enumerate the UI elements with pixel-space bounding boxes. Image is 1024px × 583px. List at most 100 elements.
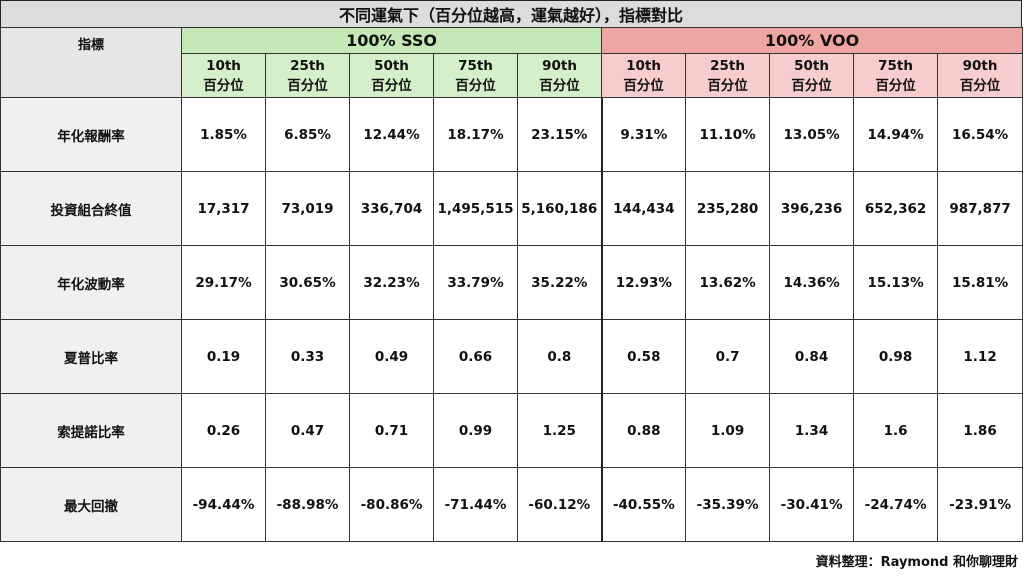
table-cell-sso: 0.49: [349, 319, 434, 394]
table-cell-sso: 0.33: [265, 319, 350, 394]
table-cell-voo: 0.84: [769, 319, 855, 394]
table-cell-sso: 6.85%: [265, 97, 350, 172]
percentile-label: 25th: [290, 57, 325, 74]
table-cell-voo: 9.31%: [600, 97, 687, 172]
percentile-header-voo-1: 25th 百分位: [685, 53, 771, 98]
percentile-header-sso-4: 90th 百分位: [516, 53, 603, 98]
table-cell-sso: 0.47: [265, 393, 350, 468]
percentile-header-sso-2: 50th 百分位: [349, 53, 434, 98]
table-cell-sso: -80.86%: [349, 467, 434, 542]
table-cell-voo: 235,280: [685, 171, 771, 246]
percentile-header-sso-3: 75th 百分位: [433, 53, 518, 98]
table-cell-voo: 14.94%: [853, 97, 939, 172]
table-cell-voo: 0.98: [853, 319, 939, 394]
table-cell-sso: 30.65%: [265, 245, 350, 320]
percentile-label: 50th: [794, 57, 829, 74]
table-cell-voo: -35.39%: [685, 467, 771, 542]
percentile-label: 10th: [206, 57, 241, 74]
table-cell-voo: -23.91%: [937, 467, 1024, 542]
table-cell-voo: 1.12: [937, 319, 1024, 394]
table-cell-sso: 0.19: [181, 319, 266, 394]
table-cell-voo: 11.10%: [685, 97, 771, 172]
table-cell-sso: 1,495,515: [433, 171, 518, 246]
table-cell-voo: 1.6: [853, 393, 939, 468]
group-header-voo: 100% VOO: [601, 27, 1024, 54]
table-cell-voo: 1.34: [769, 393, 855, 468]
table-row: 最大回撤 -94.44% -88.98% -80.86% -71.44% -60.12% -…: [0, 467, 1024, 542]
table-cell-voo: 14.36%: [769, 245, 855, 320]
percentile-label: 50th: [374, 57, 409, 74]
table-cell-voo: -40.55%: [600, 467, 687, 542]
table-cell-voo: 652,362: [853, 171, 939, 246]
table-cell-sso: 32.23%: [349, 245, 434, 320]
percentile-header-voo-0: 10th 百分位: [601, 53, 687, 98]
table-cell-voo: 987,877: [937, 171, 1024, 246]
table-cell-voo: 0.58: [600, 319, 687, 394]
table-row: 投資組合終值 17,317 73,019 336,704 1,495,515 5,160,…: [0, 171, 1024, 246]
table-cell-voo: 15.81%: [937, 245, 1024, 320]
table-cell-voo: 13.62%: [685, 245, 771, 320]
percentile-header-voo-4: 90th 百分位: [937, 53, 1024, 98]
row-label: 投資組合終值: [0, 171, 182, 246]
comparison-table: 指標 100% SSO 100% VOO 10th 百分位 25th 百分位 50th 百…: [0, 27, 1024, 542]
table-cell-sso: 5,160,186: [516, 171, 603, 246]
percentile-header-sso-0: 10th 百分位: [181, 53, 266, 98]
table-cell-sso: 33.79%: [433, 245, 518, 320]
table-cell-sso: 18.17%: [433, 97, 518, 172]
table-cell-voo: 0.7: [685, 319, 771, 394]
percentile-header-voo-3: 75th 百分位: [853, 53, 939, 98]
percentile-label: 75th: [878, 57, 913, 74]
table-cell-voo: -30.41%: [769, 467, 855, 542]
percentile-suffix: 百分位: [539, 77, 580, 94]
table-cell-voo: -24.74%: [853, 467, 939, 542]
table-cell-voo: 13.05%: [769, 97, 855, 172]
percentile-label: 90th: [962, 57, 998, 74]
percentile-suffix: 百分位: [791, 77, 832, 94]
metric-header: 指標: [0, 27, 182, 98]
table-row: 夏普比率 0.19 0.33 0.49 0.66 0.8 0.58 0.7 0.84 0.98 1.…: [0, 319, 1024, 394]
row-label: 年化報酬率: [0, 97, 182, 172]
table-cell-sso: 23.15%: [516, 97, 603, 172]
percentile-suffix: 百分位: [455, 77, 496, 94]
table-cell-voo: 1.86: [937, 393, 1024, 468]
percentile-label: 75th: [458, 57, 493, 74]
table-cell-sso: -71.44%: [433, 467, 518, 542]
table-cell-voo: 15.13%: [853, 245, 939, 320]
table-cell-sso: 0.8: [516, 319, 603, 394]
percentile-suffix: 百分位: [371, 77, 412, 94]
row-label: 索提諾比率: [0, 393, 182, 468]
table-cell-voo: 0.88: [600, 393, 687, 468]
percentile-suffix: 百分位: [203, 77, 244, 94]
table-cell-sso: -88.98%: [265, 467, 350, 542]
table-cell-sso: 0.26: [181, 393, 266, 468]
table-cell-sso: 1.85%: [181, 97, 266, 172]
percentile-suffix: 百分位: [707, 77, 748, 94]
table-cell-sso: 35.22%: [516, 245, 603, 320]
table-cell-sso: 12.44%: [349, 97, 434, 172]
percentile-label: 90th: [542, 57, 577, 74]
row-label: 年化波動率: [0, 245, 182, 320]
percentile-label: 10th: [626, 57, 661, 74]
percentile-suffix: 百分位: [959, 77, 1001, 94]
table-cell-voo: 396,236: [769, 171, 855, 246]
row-label: 最大回撤: [0, 467, 182, 542]
table-cell-voo: 1.09: [685, 393, 771, 468]
table-cell-sso: -94.44%: [181, 467, 266, 542]
credit-text: 資料整理：Raymond 和你聊理財: [815, 555, 1018, 570]
table-cell-sso: 336,704: [349, 171, 434, 246]
group-header-sso: 100% SSO: [180, 27, 603, 54]
table-row: 年化波動率 29.17% 30.65% 32.23% 33.79% 35.22% 12.93…: [0, 245, 1024, 320]
table-row: 索提諾比率 0.26 0.47 0.71 0.99 1.25 0.88 1.09 1.34 1.6…: [0, 393, 1024, 468]
table-cell-voo: 16.54%: [937, 97, 1024, 172]
percentile-header-voo-2: 50th 百分位: [769, 53, 855, 98]
table-cell-sso: 1.25: [516, 393, 603, 468]
table-cell-voo: 12.93%: [600, 245, 687, 320]
table-cell-sso: 73,019: [265, 171, 350, 246]
comparison-sheet: 不同運氣下（百分位越高，運氣越好），指標對比 指標 100% SSO 100% …: [0, 0, 1024, 570]
percentile-label: 25th: [710, 57, 745, 74]
table-cell-sso: 29.17%: [181, 245, 266, 320]
table-cell-sso: 17,317: [181, 171, 266, 246]
row-label: 夏普比率: [0, 319, 182, 394]
percentile-header-sso-1: 25th 百分位: [265, 53, 350, 98]
page-title: 不同運氣下（百分位越高，運氣越好），指標對比: [0, 0, 1022, 28]
